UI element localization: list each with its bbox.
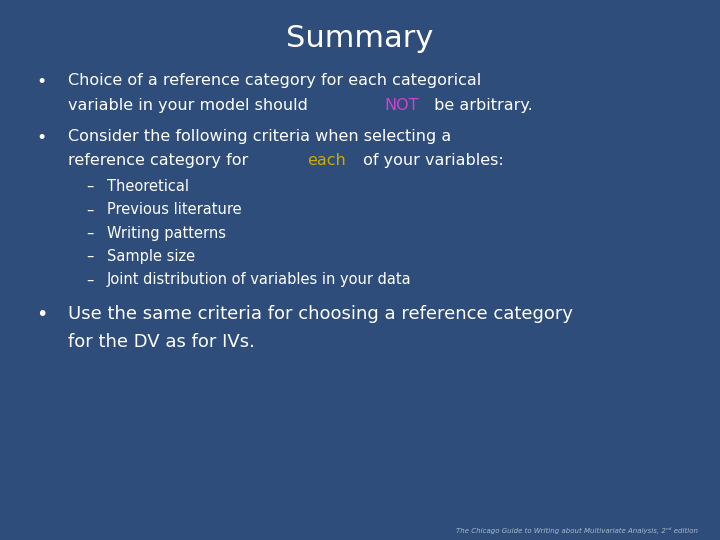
Text: –: – <box>86 226 94 241</box>
Text: Theoretical: Theoretical <box>107 179 189 194</box>
Text: •: • <box>36 129 46 146</box>
Text: of your variables:: of your variables: <box>358 153 503 168</box>
Text: Choice of a reference category for each categorical: Choice of a reference category for each … <box>68 73 482 88</box>
Text: Sample size: Sample size <box>107 249 194 264</box>
Text: NOT: NOT <box>384 98 419 113</box>
Text: be arbitrary.: be arbitrary. <box>429 98 533 113</box>
Text: The Chicago Guide to Writing about Multivariate Analysis, 2ⁿᵈ edition: The Chicago Guide to Writing about Multi… <box>456 526 698 534</box>
Text: •: • <box>36 305 48 323</box>
Text: reference category for: reference category for <box>68 153 253 168</box>
Text: Use the same criteria for choosing a reference category: Use the same criteria for choosing a ref… <box>68 305 573 323</box>
Text: each: each <box>307 153 346 168</box>
Text: –: – <box>86 249 94 264</box>
Text: Joint distribution of variables in your data: Joint distribution of variables in your … <box>107 272 411 287</box>
Text: variable in your model should: variable in your model should <box>68 98 313 113</box>
Text: Summary: Summary <box>287 24 433 53</box>
Text: for the DV as for IVs.: for the DV as for IVs. <box>68 333 256 350</box>
Text: •: • <box>36 73 46 91</box>
Text: –: – <box>86 272 94 287</box>
Text: Consider the following criteria when selecting a: Consider the following criteria when sel… <box>68 129 451 144</box>
Text: Previous literature: Previous literature <box>107 202 241 218</box>
Text: –: – <box>86 202 94 218</box>
Text: Writing patterns: Writing patterns <box>107 226 225 241</box>
Text: –: – <box>86 179 94 194</box>
